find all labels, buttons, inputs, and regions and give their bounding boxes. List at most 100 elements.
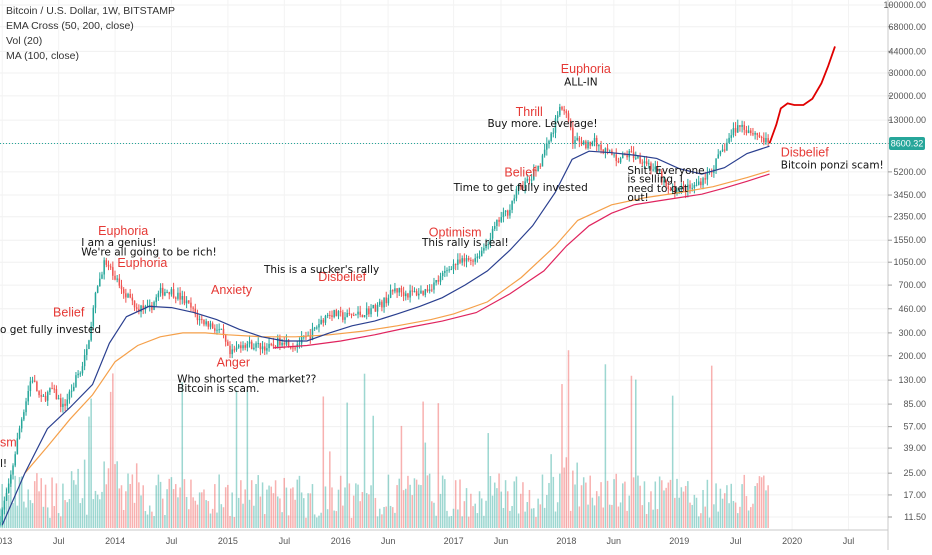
volume-bar-299: [648, 502, 650, 528]
candle-body-219: [474, 258, 476, 262]
candle-body-102: [220, 328, 223, 330]
volume-bar-10: [20, 476, 23, 528]
volume-bar-248: [537, 498, 539, 528]
candle-body-224: [485, 244, 487, 249]
volume-bar-286: [619, 502, 622, 528]
candle-body-286: [619, 158, 622, 163]
candle-body-196: [424, 289, 427, 295]
candle-body-304: [658, 171, 661, 173]
annotation-red-7: Belief: [504, 165, 536, 179]
annotation-red-2: Anxiety: [211, 283, 253, 297]
volume-bar-119: [257, 475, 259, 528]
volume-bar-249: [539, 504, 542, 528]
candle-body-175: [378, 301, 381, 305]
candle-body-332: [719, 151, 722, 155]
candle-body-31: [66, 399, 69, 406]
candle-body-318: [689, 184, 691, 189]
volume-bar-304: [658, 476, 661, 528]
volume-bar-128: [276, 496, 279, 528]
volume-bar-235: [509, 510, 511, 528]
volume-bar-9: [18, 477, 21, 528]
candle-body-330: [715, 158, 717, 170]
volume-bar-298: [645, 513, 648, 528]
volume-bar-123: [266, 489, 268, 528]
volume-bar-32: [68, 498, 71, 528]
volume-bar-157: [339, 475, 342, 528]
volume-bar-203: [439, 493, 442, 528]
candle-body-97: [209, 323, 212, 327]
candle-body-113: [244, 345, 246, 348]
volume-bar-175: [378, 508, 381, 528]
candle-body-106: [229, 345, 231, 355]
volume-bar-285: [617, 506, 620, 528]
candle-body-46: [99, 278, 101, 287]
volume-bar-297: [643, 481, 646, 528]
candle-body-260: [563, 109, 565, 112]
candle-body-261: [565, 111, 568, 114]
legend-vol[interactable]: Vol (20): [6, 35, 43, 47]
candle-body-157: [339, 311, 342, 313]
candle-body-300: [650, 163, 652, 170]
time-axis[interactable]: 2013 Jul 2014 Jul 2015 Jul 2016 Jun 2017 Jun 2018 J…: [0, 536, 854, 546]
volume-bar-167: [361, 492, 364, 528]
volume-bar-333: [721, 498, 724, 528]
volume-bar-264: [572, 470, 574, 528]
volume-bar-21: [44, 484, 47, 528]
y-tick-label-3: 30000.00: [888, 68, 926, 78]
volume-bar-153: [331, 487, 333, 528]
volume-bar-178: [385, 506, 387, 528]
candle-body-265: [574, 140, 576, 144]
volume-bar-327: [708, 517, 711, 528]
candle-body-53: [114, 275, 116, 280]
candle-body-95: [205, 321, 207, 325]
volume-bar-237: [513, 481, 516, 528]
candle-body-119: [257, 343, 259, 345]
candle-body-272: [589, 141, 591, 146]
candle-body-302: [654, 166, 657, 170]
candle-body-306: [663, 180, 665, 183]
candle-body-217: [470, 259, 472, 261]
candle-body-274: [593, 137, 596, 143]
legend-ema[interactable]: EMA Cross (50, 200, close): [6, 20, 134, 32]
candle-body-321: [695, 184, 698, 186]
volume-bar-181: [391, 507, 394, 528]
volume-bar-109: [235, 390, 238, 528]
candle-body-191: [413, 291, 416, 293]
candle-body-311: [674, 186, 676, 194]
volume-bar-34: [73, 480, 75, 528]
candle-body-112: [242, 345, 244, 349]
x-tick-label-8: 2017: [444, 536, 464, 546]
volume-bar-180: [389, 505, 392, 528]
volume-bar-250: [541, 474, 544, 528]
volume-bar-291: [630, 375, 633, 528]
candle-body-144: [311, 328, 314, 340]
volume-bar-121: [261, 482, 264, 528]
volume-bar-350: [758, 476, 761, 528]
volume-bar-88: [190, 479, 192, 528]
price-axis[interactable]: 100000.00 68000.00 44000.00 30000.00 20000.0…: [883, 0, 926, 522]
volume-bar-176: [381, 514, 383, 528]
candle-body-234: [506, 210, 509, 216]
volume-bar-263: [569, 510, 572, 528]
volume-bar-303: [656, 509, 659, 528]
volume-bar-169: [365, 493, 368, 528]
volume-bar-313: [678, 497, 680, 528]
candle-body-108: [233, 349, 236, 351]
candle-body-220: [476, 256, 479, 259]
volume-bar-23: [49, 517, 51, 528]
candle-body-25: [53, 388, 56, 390]
legend-ma[interactable]: MA (100, close): [6, 50, 79, 62]
candle-body-315: [682, 186, 685, 188]
candle-body-117: [253, 347, 255, 350]
volume-bar-149: [322, 396, 325, 528]
candle-body-104: [224, 335, 227, 342]
volume-bar-3: [5, 487, 8, 528]
volume-bar-143: [309, 493, 312, 528]
volume-bar-129: [279, 498, 281, 528]
candle-body-186: [402, 292, 405, 297]
volume-bar-106: [229, 515, 231, 528]
candle-body-352: [763, 137, 765, 143]
legend-symbol[interactable]: Bitcoin / U.S. Dollar, 1W, BITSTAMP: [6, 5, 176, 17]
